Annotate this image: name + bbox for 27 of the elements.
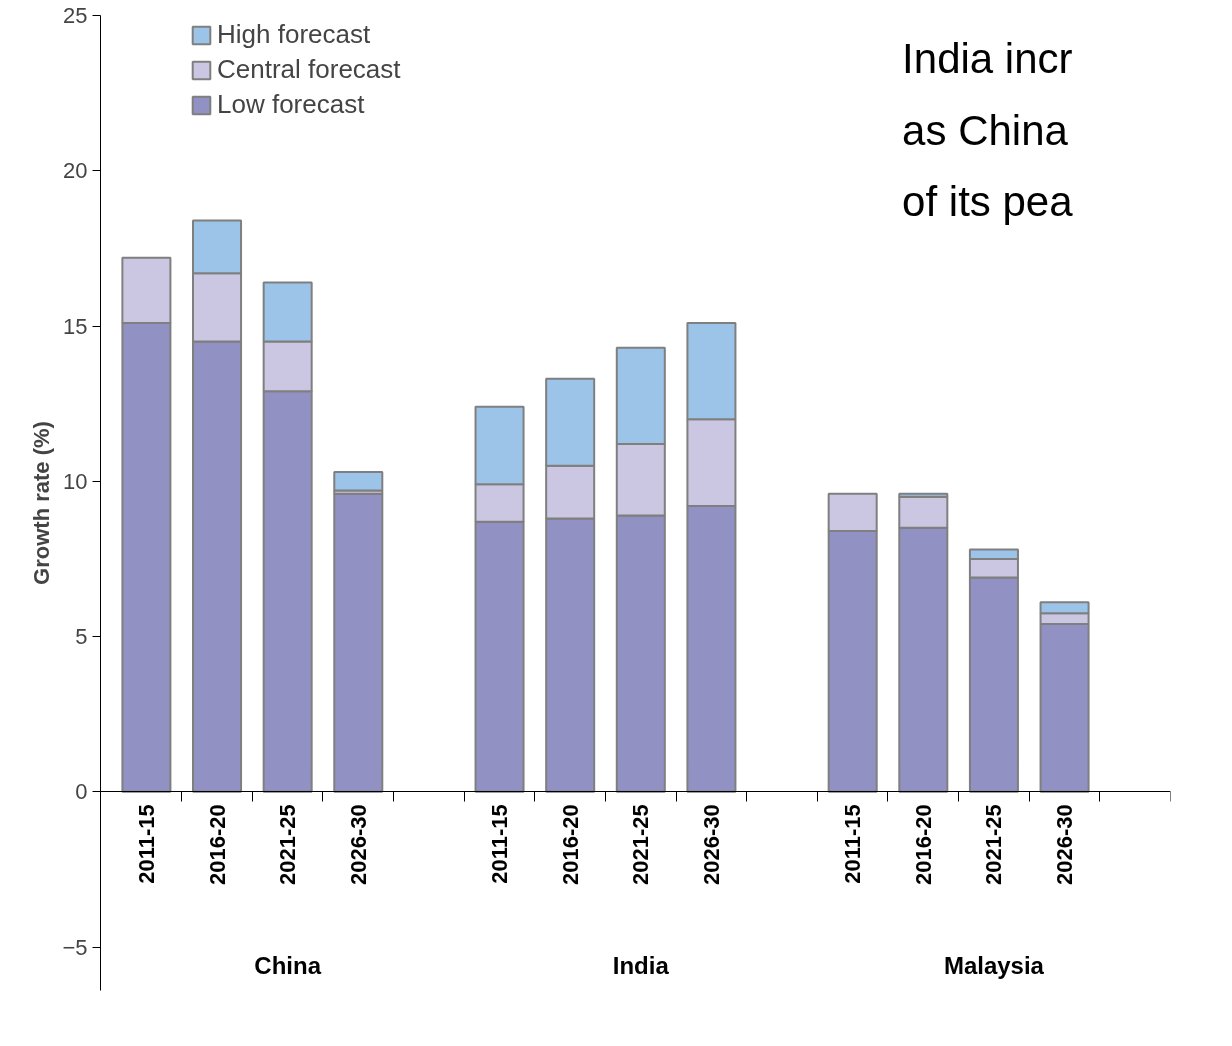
y-tick-label: 5: [75, 624, 88, 650]
annotation: Malaysia: [943, 952, 1045, 980]
x-tick-label: 2021-25: [628, 804, 654, 885]
y-tick-label: 15: [63, 313, 88, 339]
x-tick-label: 2026-30: [1052, 804, 1078, 885]
text: India incr as China of its pea: [902, 35, 1074, 226]
legend-label: Low forecast: [217, 89, 365, 120]
x-tick-label: 2011-15: [133, 804, 159, 884]
legend-label: High forecast: [217, 19, 371, 50]
x-tick-label: 2016-20: [204, 804, 230, 885]
y-axis-title: Growth rate (%): [29, 421, 55, 585]
y-tick-label: 10: [63, 468, 88, 494]
annotation: China: [254, 952, 322, 980]
legend-label: Central forecast: [217, 54, 401, 85]
x-tick-label: 2016-20: [557, 804, 583, 885]
y-tick-label: 0: [75, 779, 88, 805]
x-tick-label: 2011-15: [840, 804, 866, 884]
x-tick-label: 2016-20: [910, 804, 936, 885]
y-tick-label: 25: [63, 3, 88, 28]
x-tick-label: 2011-15: [487, 804, 513, 884]
x-tick-label: 2026-30: [698, 804, 724, 885]
x-tick-label: 2026-30: [345, 804, 371, 885]
x-tick-label: 2021-25: [981, 804, 1007, 885]
y-tick-label: 20: [63, 158, 88, 184]
y-tick-label: −5: [62, 934, 88, 960]
x-tick-label: 2021-25: [275, 804, 301, 885]
annotation: India: [612, 952, 670, 980]
